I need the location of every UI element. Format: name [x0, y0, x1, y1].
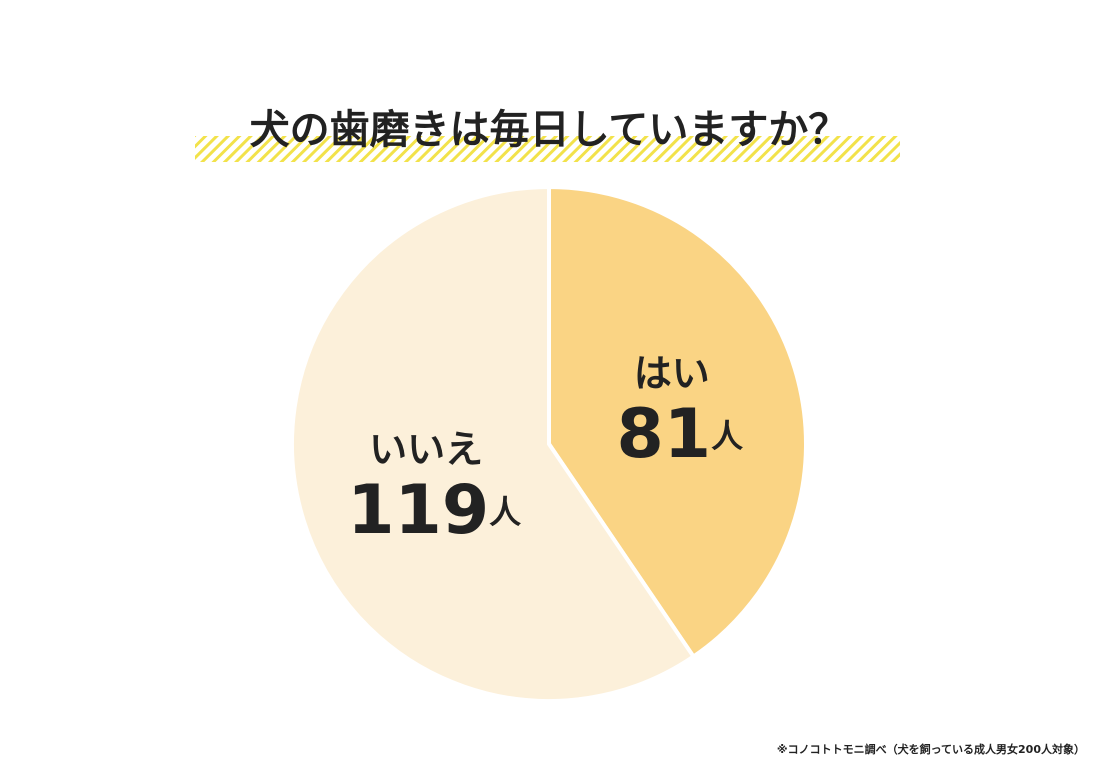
pie-slice: [290, 185, 696, 703]
title-highlight: [195, 136, 900, 162]
pie-slice: [547, 185, 808, 659]
chart-title: 犬の歯磨きは毎日していますか？: [250, 107, 849, 153]
footnote: ※コノコトトモニ調べ（犬を飼っている成人男女200人対象）: [777, 742, 1085, 756]
pie: [290, 185, 808, 703]
slice-label: はい: [634, 352, 710, 396]
value-label: 119人: [347, 470, 521, 549]
slice-label: いいえ: [369, 427, 483, 471]
value-label: 81人: [616, 395, 743, 474]
